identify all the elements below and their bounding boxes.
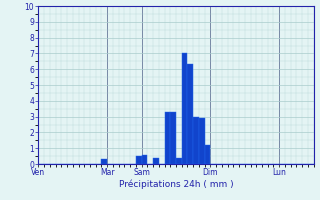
Bar [182,53,188,164]
Bar [101,159,107,164]
Bar [153,158,159,164]
Bar [193,117,199,164]
Bar [164,112,170,164]
X-axis label: Précipitations 24h ( mm ): Précipitations 24h ( mm ) [119,180,233,189]
Bar [170,112,176,164]
Bar [188,64,193,164]
Bar [176,158,182,164]
Bar [136,156,142,164]
Bar [199,118,205,164]
Bar [142,155,147,164]
Bar [205,145,211,164]
